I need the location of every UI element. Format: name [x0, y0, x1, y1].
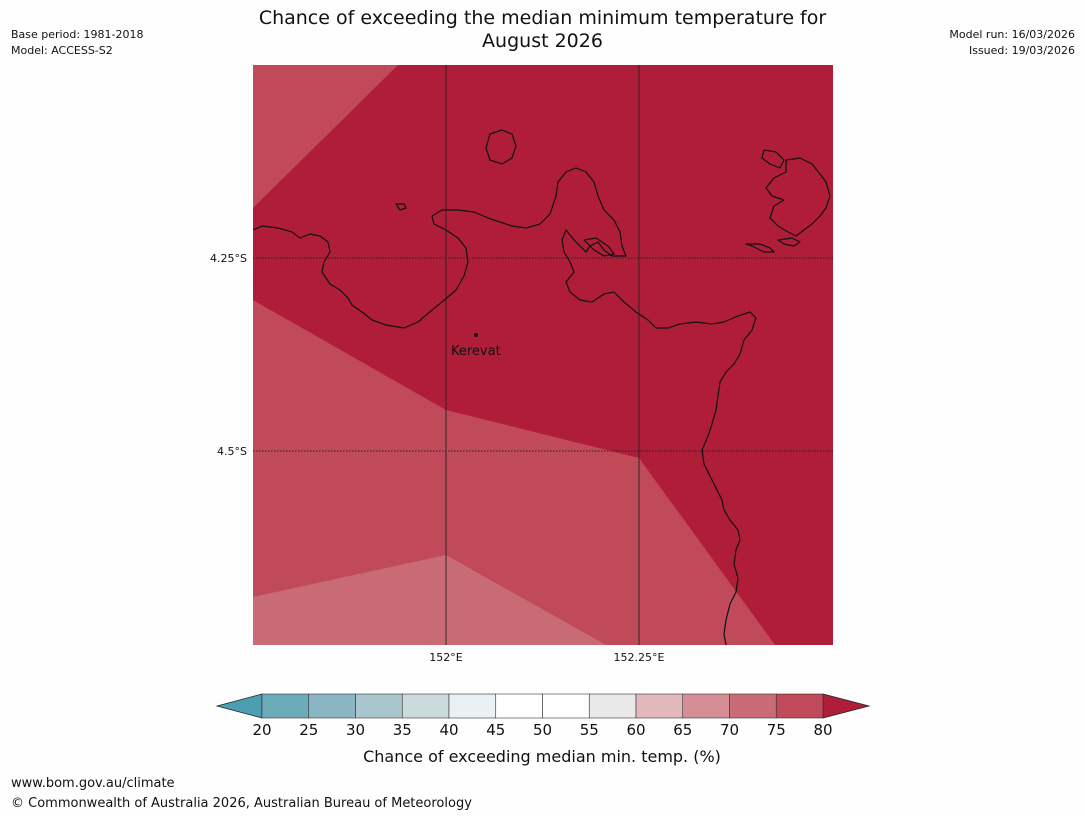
- page-title: Chance of exceeding the median minimum t…: [180, 7, 905, 53]
- colorbar-tick-label: 75: [767, 721, 786, 739]
- kerevat-label: Kerevat: [451, 344, 501, 359]
- colorbar-cell: [401, 693, 450, 719]
- footer: www.bom.gov.au/climate © Commonwealth of…: [11, 774, 472, 814]
- title-line-1: Chance of exceeding the median minimum t…: [258, 7, 827, 29]
- colorbar-tick-label: 60: [626, 721, 645, 739]
- lat-label-4-5s: 4.5°S: [217, 445, 247, 458]
- colorbar-tick-label: 40: [439, 721, 458, 739]
- header-left: Base period: 1981-2018 Model: ACCESS-S2: [11, 27, 143, 59]
- base-period-text: Base period: 1981-2018: [11, 28, 144, 41]
- colorbar-cell: [261, 693, 310, 719]
- colorbar-cell: [729, 693, 777, 719]
- colorbar-cell: [355, 693, 403, 719]
- zone-75-80-south: [253, 300, 775, 645]
- colorbar-tick-label: 20: [252, 721, 271, 739]
- colorbar-cell: [682, 693, 730, 719]
- graticule: [253, 65, 833, 645]
- colorbar-tick-label: 80: [813, 721, 832, 739]
- colorbar-under-arrow: [215, 693, 263, 719]
- colorbar-tick-label: 35: [393, 721, 412, 739]
- colorbar-label: Chance of exceeding median min. temp. (%…: [363, 747, 721, 766]
- kerevat-marker: [474, 333, 478, 337]
- colorbar-tick-label: 30: [346, 721, 365, 739]
- colorbar-ticks: 20 25 30 35 40 45 50 55 60 65 70 75 80: [252, 721, 832, 739]
- lat-label-4-25s: 4.25°S: [210, 252, 247, 265]
- lon-label-152e: 152°E: [429, 651, 462, 664]
- zone-70-75-south: [253, 555, 606, 645]
- header-right: Model run: 16/03/2026 Issued: 19/03/2026: [949, 27, 1075, 59]
- colorbar-cells: [261, 693, 824, 719]
- lon-label-152-25e: 152.25°E: [614, 651, 665, 664]
- colorbar-cell: [448, 693, 497, 719]
- colorbar-tick-label: 45: [486, 721, 505, 739]
- model-run-text: Model run: 16/03/2026: [949, 28, 1075, 41]
- colorbar: 20 25 30 35 40 45 50 55 60 65 70 75 80 Chance of exc…: [215, 693, 871, 766]
- issued-text: Issued: 19/03/2026: [968, 44, 1075, 57]
- model-text: Model: ACCESS-S2: [11, 44, 113, 57]
- colorbar-cell: [542, 693, 590, 719]
- colorbar-tick-label: 25: [299, 721, 318, 739]
- coastline: [253, 129, 831, 645]
- colorbar-tick-label: 65: [673, 721, 692, 739]
- footer-copyright: © Commonwealth of Australia 2026, Austra…: [11, 796, 472, 811]
- colorbar-cell: [495, 693, 543, 719]
- colorbar-cell: [775, 693, 824, 719]
- footer-url: www.bom.gov.au/climate: [11, 776, 175, 791]
- colorbar-tick-label: 70: [720, 721, 739, 739]
- colorbar-cell: [588, 693, 637, 719]
- colorbar-tick-label: 50: [533, 721, 552, 739]
- colorbar-over-arrow: [822, 693, 871, 719]
- colorbar-cell: [308, 693, 356, 719]
- title-line-2: August 2026: [482, 30, 603, 52]
- map-panel: Kerevat: [253, 65, 833, 645]
- colorbar-tick-label: 55: [580, 721, 599, 739]
- colorbar-cell: [635, 693, 684, 719]
- zone-75-80-northwest: [253, 65, 398, 208]
